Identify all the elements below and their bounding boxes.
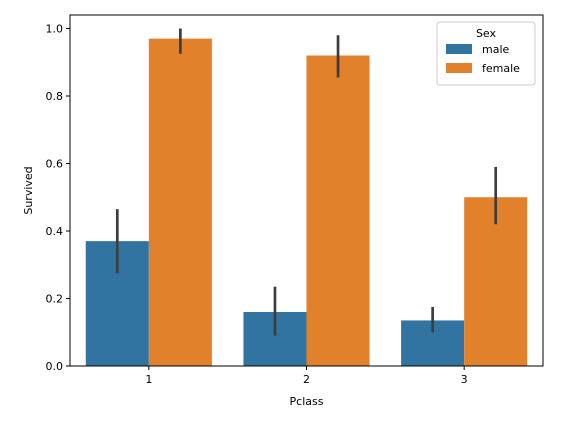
bar-female-3 bbox=[464, 197, 528, 366]
legend-title: Sex bbox=[476, 27, 497, 40]
bar-female-1 bbox=[148, 38, 212, 366]
x-axis-label: Pclass bbox=[290, 395, 324, 408]
y-tick-label: 0.0 bbox=[46, 360, 64, 373]
y-tick-label: 0.4 bbox=[46, 225, 64, 238]
y-tick-label: 0.8 bbox=[46, 90, 64, 103]
x-tick-label: 1 bbox=[145, 373, 152, 386]
legend-items: male female bbox=[446, 43, 520, 75]
errorbars-layer bbox=[115, 28, 498, 336]
bar-female-2 bbox=[306, 55, 370, 366]
x-tick-label: 3 bbox=[461, 373, 468, 386]
y-axis-label: Survived bbox=[22, 166, 35, 214]
y-tick-label: 0.6 bbox=[46, 158, 64, 171]
x-axis: 1 2 3 bbox=[145, 366, 468, 386]
y-tick-label: 0.2 bbox=[46, 293, 64, 306]
legend: Sex male female bbox=[436, 21, 536, 86]
x-tick-label: 2 bbox=[303, 373, 310, 386]
legend-swatch-female bbox=[446, 63, 472, 73]
y-tick-label: 1.0 bbox=[46, 23, 64, 36]
y-axis: 0.0 0.2 0.4 0.6 0.8 1.0 bbox=[46, 23, 70, 373]
bars-layer bbox=[85, 38, 528, 366]
legend-label-male: male bbox=[482, 43, 510, 56]
legend-swatch-male bbox=[446, 44, 472, 54]
legend-label-female: female bbox=[482, 62, 520, 75]
